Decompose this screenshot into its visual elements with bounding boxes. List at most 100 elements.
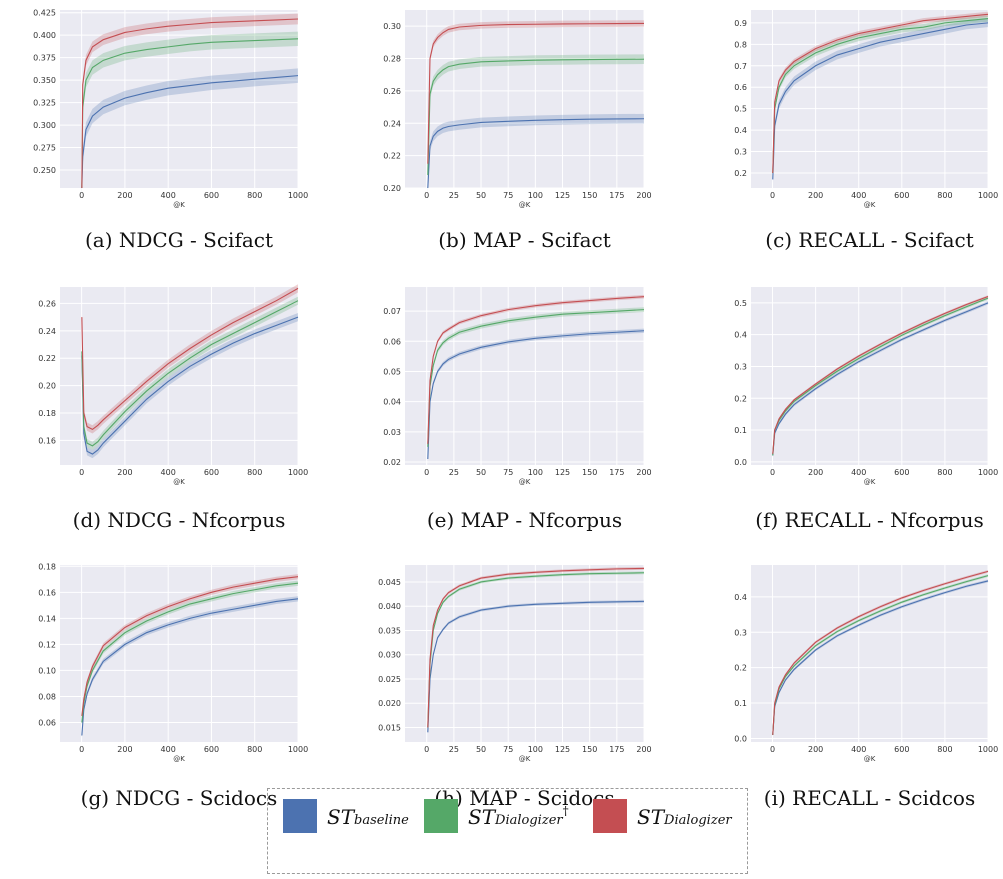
x-tick-label: 600 <box>894 191 909 200</box>
x-tick-label: 100 <box>528 191 543 200</box>
x-tick-label: 600 <box>894 468 909 477</box>
x-tick-label: 150 <box>582 745 597 754</box>
series-line-dialogizer_dagger <box>772 575 989 735</box>
series-line-baseline <box>772 302 989 456</box>
series-line-baseline <box>81 75 299 189</box>
series-line-baseline <box>427 600 645 733</box>
x-axis-label: @K <box>173 478 185 486</box>
plot-area <box>405 565 644 742</box>
series-line-dialogizer_dagger <box>81 582 299 723</box>
y-tick-label: 0.18 <box>38 562 56 571</box>
y-tick-label: 0.3 <box>734 362 747 371</box>
y-tick-label: 0.0 <box>734 458 747 467</box>
y-tick-label: 0.14 <box>38 614 56 623</box>
chart-i: 0 200 400 600 800 1000 0.0 0.1 0.2 0.3 0.4 @K <box>734 565 998 763</box>
y-tick-label: 0.425 <box>33 9 56 18</box>
y-tick-label: 0.325 <box>33 99 56 108</box>
x-axis-label: @K <box>519 755 531 763</box>
x-tick-label: 1000 <box>288 745 308 754</box>
y-tick-label: 0.350 <box>33 76 56 85</box>
x-tick-label: 1000 <box>978 468 998 477</box>
y-tick-label: 0.4 <box>734 126 747 135</box>
y-tick-label: 0.035 <box>378 626 401 635</box>
x-tick-label: 1000 <box>978 191 998 200</box>
chart-c: 0 200 400 600 800 1000 0.2 0.3 0.4 0.5 0.6 0.7 0.8 0.… <box>734 10 998 209</box>
series-line-baseline <box>772 580 989 735</box>
plot-area <box>751 287 988 465</box>
x-tick-label: 200 <box>808 191 823 200</box>
x-axis-label: @K <box>864 478 876 486</box>
x-tick-label: 200 <box>636 745 651 754</box>
x-tick-label: 800 <box>247 745 262 754</box>
plot-area <box>751 10 988 188</box>
x-tick-label: 25 <box>449 191 459 200</box>
chart-a: 0 200 400 600 800 1000 0.250 0.275 0.300 0.325 0.3… <box>33 9 308 209</box>
plot-area <box>405 287 644 465</box>
x-tick-label: 25 <box>449 468 459 477</box>
series-line-baseline <box>427 118 645 189</box>
series-line-dialogizer_dagger <box>427 309 645 447</box>
chart-h: 0 25 50 75 100 125 150 175 200 0.015 0.020 0.025 0.0… <box>378 565 652 763</box>
x-tick-label: 400 <box>161 745 176 754</box>
legend-swatch-dialogizer <box>593 799 627 833</box>
legend: STbaseline STDialogizer† STDialogizer <box>267 788 748 874</box>
y-tick-label: 0.06 <box>38 718 56 727</box>
series-line-dialogizer <box>81 287 299 431</box>
x-tick-label: 25 <box>449 745 459 754</box>
legend-label-dialogizer: STDialogizer <box>637 805 732 829</box>
series-line-dialogizer_dagger <box>427 58 645 176</box>
x-tick-label: 75 <box>503 745 513 754</box>
x-axis-label: @K <box>864 201 876 209</box>
x-tick-label: 175 <box>609 468 624 477</box>
series-line-dialogizer <box>81 576 299 717</box>
caption-g: (g) NDCG - Scidocs <box>80 786 278 810</box>
x-tick-label: 400 <box>161 468 176 477</box>
y-tick-label: 0.03 <box>383 428 401 437</box>
y-tick-label: 0.24 <box>38 327 56 336</box>
y-tick-label: 0.16 <box>38 436 56 445</box>
x-tick-label: 0 <box>770 468 775 477</box>
x-tick-label: 400 <box>851 191 866 200</box>
y-tick-label: 0.275 <box>33 144 56 153</box>
y-tick-label: 0.20 <box>38 382 56 391</box>
x-axis-label: @K <box>519 201 531 209</box>
x-tick-label: 200 <box>808 745 823 754</box>
plot-area <box>751 565 988 742</box>
x-tick-label: 125 <box>555 191 570 200</box>
y-tick-label: 0.1 <box>734 426 747 435</box>
y-tick-label: 0.020 <box>378 699 401 708</box>
series-line-dialogizer <box>772 13 989 174</box>
series-line-dialogizer_dagger <box>81 300 299 447</box>
y-tick-label: 0.9 <box>734 19 747 28</box>
legend-swatch-dialogizer-dagger <box>424 799 458 833</box>
y-tick-label: 0.22 <box>383 152 401 161</box>
caption-i: (i) RECALL - Scidcos <box>763 786 976 810</box>
y-tick-label: 0.7 <box>734 62 747 71</box>
x-tick-label: 200 <box>636 191 651 200</box>
caption-d: (d) NDCG - Nfcorpus <box>72 508 286 532</box>
series-line-dialogizer <box>427 22 645 164</box>
x-tick-label: 200 <box>117 191 132 200</box>
legend-label-baseline: STbaseline <box>327 805 409 829</box>
y-tick-label: 0.30 <box>383 22 401 31</box>
y-tick-label: 0.0 <box>734 734 747 743</box>
y-tick-label: 0.28 <box>383 55 401 64</box>
y-tick-label: 0.015 <box>378 723 401 732</box>
caption-h: (h) MAP - Scidocs <box>434 786 615 810</box>
series-line-dialogizer_dagger <box>427 572 645 728</box>
chart-g: 0 200 400 600 800 1000 0.06 0.08 0.10 0.12 0.14 0.1… <box>38 562 308 763</box>
x-tick-label: 200 <box>808 468 823 477</box>
y-tick-label: 0.22 <box>38 354 56 363</box>
series-line-dialogizer_dagger <box>772 297 989 456</box>
series-line-dialogizer <box>772 296 989 454</box>
x-tick-label: 200 <box>117 468 132 477</box>
plot-area <box>60 10 298 188</box>
y-tick-label: 0.26 <box>383 87 401 96</box>
caption-b: (b) MAP - Scifact <box>438 228 611 252</box>
series-line-dialogizer_dagger <box>81 38 299 189</box>
y-tick-label: 0.20 <box>383 184 401 193</box>
x-tick-label: 50 <box>476 191 486 200</box>
series-line-dialogizer <box>427 567 645 728</box>
x-tick-label: 600 <box>204 191 219 200</box>
series-line-baseline <box>81 598 299 736</box>
